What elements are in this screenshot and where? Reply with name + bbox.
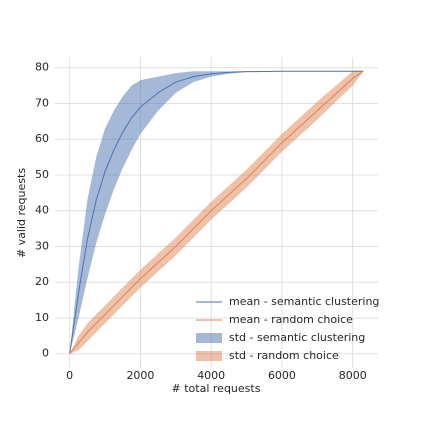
x-axis-label: # total requests xyxy=(172,382,261,395)
legend-label: mean - semantic clustering xyxy=(229,295,379,308)
mean-line xyxy=(69,70,364,355)
x-tick-label: 2000 xyxy=(126,369,154,382)
y-tick-label: 70 xyxy=(35,96,49,109)
y-tick-label: 80 xyxy=(35,61,49,74)
std-band xyxy=(69,71,364,354)
y-tick-label: 60 xyxy=(35,132,49,145)
x-tick-label: 6000 xyxy=(268,369,296,382)
legend-swatch xyxy=(196,333,222,343)
legend-swatch xyxy=(196,351,222,361)
legend-label: std - semantic clustering xyxy=(229,331,365,344)
legend-label: mean - random choice xyxy=(229,313,353,326)
y-tick-label: 30 xyxy=(35,239,49,252)
y-tick-label: 40 xyxy=(35,204,49,217)
y-tick-label: 50 xyxy=(35,168,49,181)
y-tick-label: 0 xyxy=(42,347,49,360)
y-tick-label: 10 xyxy=(35,311,49,324)
y-tick-label: 20 xyxy=(35,275,49,288)
x-tick-label: 0 xyxy=(66,369,73,382)
legend-label: std - random choice xyxy=(229,349,339,362)
x-tick-label: 8000 xyxy=(339,369,367,382)
mean-line xyxy=(69,70,364,354)
x-tick-label: 4000 xyxy=(197,369,225,382)
y-axis-label: # valid requests xyxy=(15,168,28,258)
